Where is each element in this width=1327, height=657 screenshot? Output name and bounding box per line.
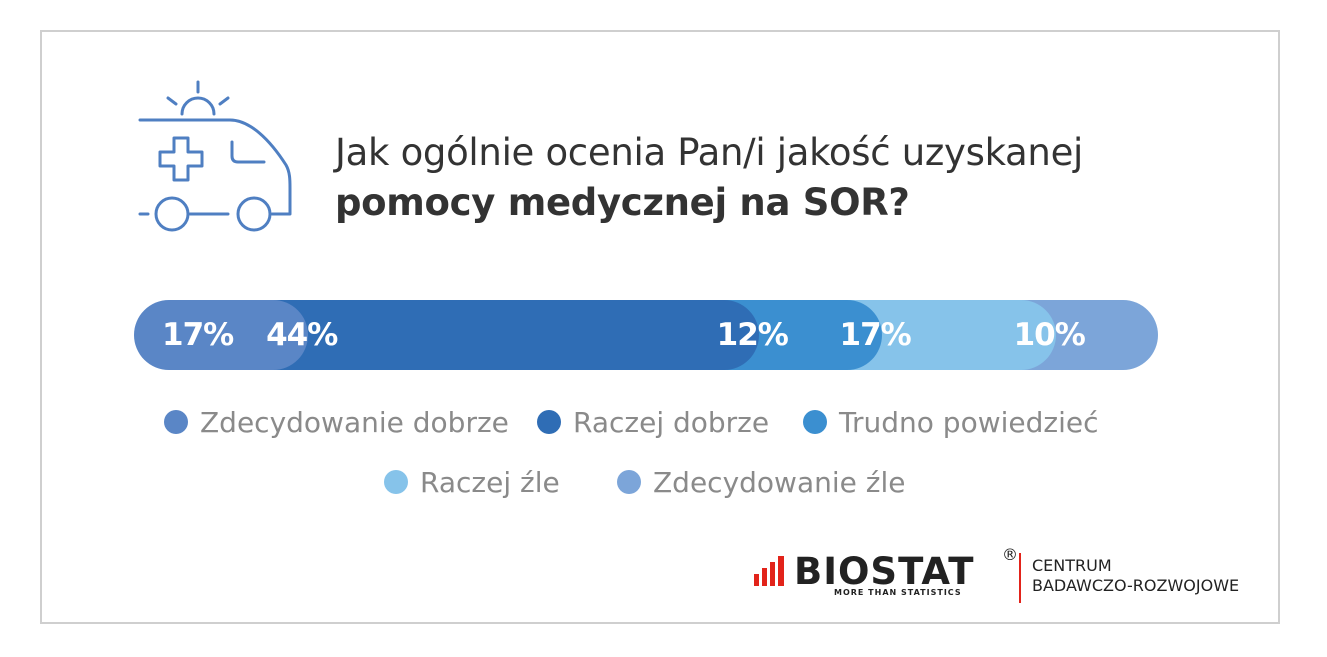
legend-item-raczej-dobrze: Raczej dobrze <box>537 402 769 442</box>
bar-segment-zdecydowanie-dobrze <box>134 300 309 370</box>
legend-item-zdecydowanie-zle: Zdecydowanie źle <box>617 462 905 502</box>
ambulance-icon <box>138 80 292 232</box>
logo-wordmark: BIOSTAT <box>794 550 975 593</box>
legend-label: Raczej dobrze <box>573 405 770 439</box>
bar-label-trudno-powiedziec: 12% <box>716 317 789 353</box>
logo-divider <box>1019 553 1021 603</box>
center-line-2: BADAWCZO-ROZWOJOWE <box>1032 576 1240 595</box>
bar-label-zdecydowanie-zle: 10% <box>1013 317 1086 353</box>
logo-tagline: MORE THAN STATISTICS <box>834 588 962 597</box>
title-line-2: pomocy medycznej na SOR? <box>335 181 910 224</box>
legend-item-trudno-powiedziec: Trudno powiedzieć <box>803 402 1098 442</box>
bar-label-raczej-zle: 17% <box>839 317 912 353</box>
bar-label-raczej-dobrze: 44% <box>266 317 338 353</box>
legend-label: Trudno powiedzieć <box>839 405 1099 439</box>
legend-swatch <box>164 410 188 434</box>
bar-segment-raczej-dobrze <box>238 300 759 370</box>
legend-item-zdecydowanie-dobrze: Zdecydowanie dobrze <box>164 402 509 442</box>
registered-mark: ® <box>1002 545 1018 564</box>
center-name: CENTRUM BADAWCZO-ROZWOJOWE <box>1032 556 1239 596</box>
legend-swatch <box>803 410 827 434</box>
title-line-1: Jak ogólnie ocenia Pan/i jakość uzyskane… <box>335 131 1084 174</box>
legend-item-raczej-zle: Raczej źle <box>384 462 560 502</box>
legend-label: Zdecydowanie źle <box>653 465 906 499</box>
logo-bars-icon <box>754 556 784 586</box>
stacked-bar: 17% 44% 12% 17% 10% <box>134 300 1158 370</box>
legend-swatch <box>537 410 561 434</box>
legend-swatch <box>384 470 408 494</box>
chart-title: Jak ogólnie ocenia Pan/i jakość uzyskane… <box>335 128 1083 228</box>
legend-label: Raczej źle <box>420 465 560 499</box>
legend-swatch <box>617 470 641 494</box>
legend-label: Zdecydowanie dobrze <box>200 405 509 439</box>
bar-label-zdecydowanie-dobrze: 17% <box>162 317 234 353</box>
center-line-1: CENTRUM <box>1032 556 1112 575</box>
